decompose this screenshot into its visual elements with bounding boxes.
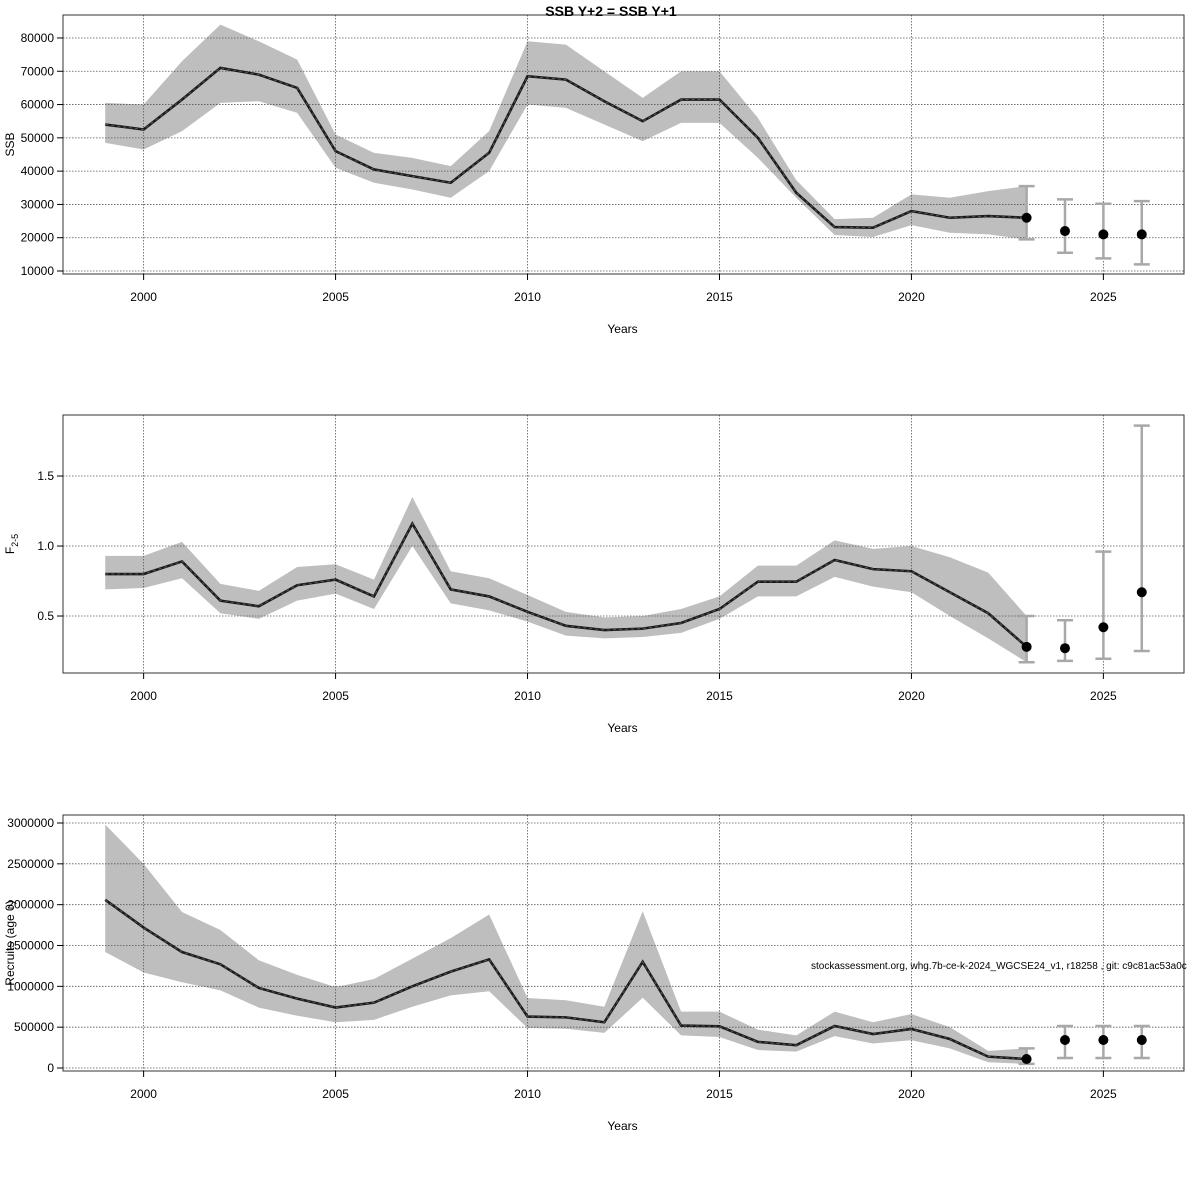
x-tick-label: 2015 xyxy=(706,1087,733,1101)
y-axis-label: F2-5 xyxy=(3,534,20,554)
y-tick-label: 2000000 xyxy=(7,898,54,912)
x-tick-label: 2025 xyxy=(1090,689,1117,703)
forecast-point xyxy=(1021,641,1032,652)
y-tick-label: 20000 xyxy=(21,231,55,245)
x-tick-label: 2000 xyxy=(130,1087,157,1101)
forecast-errorbar xyxy=(1095,550,1112,660)
x-tick-label: 2005 xyxy=(322,1087,349,1101)
x-axis-label: Years xyxy=(607,721,637,735)
forecast-point xyxy=(1098,622,1109,633)
x-tick-label: 2010 xyxy=(514,1087,541,1101)
forecast-point xyxy=(1136,587,1147,598)
forecast-point xyxy=(1059,226,1070,237)
estimate-line xyxy=(104,898,1027,1061)
x-tick-label: 2025 xyxy=(1090,290,1117,304)
x-tick-label: 2005 xyxy=(322,689,349,703)
y-tick-label: 30000 xyxy=(21,197,55,211)
forecast-errorbar xyxy=(1056,618,1073,663)
chart-title: SSB Y+2 = SSB Y+1 xyxy=(545,3,677,19)
confidence-band xyxy=(105,497,1027,663)
y-tick-label: 40000 xyxy=(21,164,55,178)
forecast-point xyxy=(1136,1034,1147,1045)
y-tick-label: 500000 xyxy=(14,1020,54,1034)
forecast-point xyxy=(1021,1054,1032,1065)
x-tick-label: 2020 xyxy=(898,290,925,304)
y-axis-label: Recruits (age 0) xyxy=(3,900,17,985)
y-tick-label: 1.5 xyxy=(37,469,54,483)
x-tick-label: 2000 xyxy=(130,290,157,304)
estimate-line-dash xyxy=(105,67,1027,229)
y-tick-label: 0 xyxy=(47,1061,54,1075)
panel-ssb: 2000 2005 2010 2015 2020 2025 10000 20000 30000 4… xyxy=(3,14,1185,336)
x-tick-label: 2000 xyxy=(130,689,157,703)
confidence-band xyxy=(105,24,1027,240)
x-tick-label: 2015 xyxy=(706,689,733,703)
y-tick-label: 80000 xyxy=(21,31,55,45)
forecast-point xyxy=(1098,1034,1109,1045)
forecast-point xyxy=(1021,212,1032,223)
forecast-point xyxy=(1136,229,1147,240)
y-tick-label: 70000 xyxy=(21,64,55,78)
plot-frame xyxy=(62,814,1185,1072)
x-tick-label: 2025 xyxy=(1090,1087,1117,1101)
confidence-band xyxy=(105,824,1027,1064)
x-tick-label: 2020 xyxy=(898,1087,925,1101)
y-tick-label: 3000000 xyxy=(7,816,54,830)
plot-frame xyxy=(62,414,1185,674)
y-tick-label: 10000 xyxy=(21,264,55,278)
estimate-line-dash xyxy=(105,522,1027,648)
y-axis-label: SSB xyxy=(3,132,17,156)
y-tick-label: 50000 xyxy=(21,131,55,145)
x-axis-label: Years xyxy=(607,1119,637,1133)
x-tick-label: 2010 xyxy=(514,290,541,304)
watermark-text: stockassessment.org, whg.7b-ce-k-2024_WG… xyxy=(811,961,1187,972)
forecast-point xyxy=(1059,643,1070,654)
y-tick-label: 1.0 xyxy=(37,539,54,553)
plot-frame xyxy=(62,14,1185,275)
forecast-errorbar xyxy=(1018,614,1035,664)
y-tick-label: 1000000 xyxy=(7,979,54,993)
panel-fishing-mortality: 2000 2005 2010 2015 2020 2025 0.5 1.0 1.5 Years F2… xyxy=(3,414,1185,735)
x-tick-label: 2005 xyxy=(322,290,349,304)
y-tick-label: 0.5 xyxy=(37,609,54,623)
x-tick-label: 2020 xyxy=(898,689,925,703)
x-tick-label: 2015 xyxy=(706,290,733,304)
forecast-point xyxy=(1098,229,1109,240)
x-tick-label: 2010 xyxy=(514,689,541,703)
forecast-point xyxy=(1059,1034,1070,1045)
x-axis-label: Years xyxy=(607,322,637,336)
forecast-errorbar xyxy=(1133,424,1150,653)
panel-recruits: 2000 2005 2010 2015 2020 2025 0 500000 1000000 15… xyxy=(3,814,1185,1133)
y-tick-label: 1500000 xyxy=(7,939,54,953)
y-tick-label: 60000 xyxy=(21,98,55,112)
y-tick-label: 2500000 xyxy=(7,857,54,871)
